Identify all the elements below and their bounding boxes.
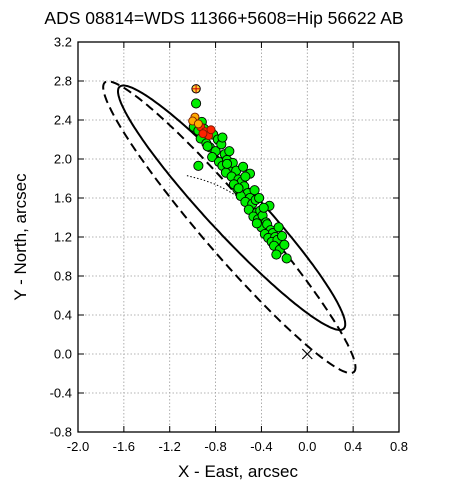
data-point (217, 132, 228, 143)
y-tick-label: -0.8 (50, 425, 72, 440)
dashed-orbit (102, 80, 357, 375)
orbit-layer (102, 80, 357, 375)
x-tick-label: 0.0 (298, 439, 316, 454)
plot-frame (77, 41, 400, 433)
data-point (224, 146, 235, 157)
y-tick-label: -0.4 (50, 386, 72, 401)
y-tick-label: 1.2 (54, 230, 72, 245)
y-tick-label: 0.0 (54, 347, 72, 362)
solid-orbit (117, 84, 347, 331)
y-tick-label: 1.6 (54, 191, 72, 206)
grid (78, 42, 399, 432)
data-point (206, 125, 216, 135)
y-tick-label: 0.8 (54, 269, 72, 284)
data-point (207, 151, 218, 163)
data-point (281, 253, 292, 264)
y-tick-label: 0.4 (54, 308, 72, 323)
y-tick-label: 2.8 (54, 74, 72, 89)
primary-star-marker (301, 348, 313, 360)
data-point (273, 222, 284, 233)
x-tick-label: -1.2 (159, 439, 181, 454)
x-tick-label: -0.8 (204, 439, 226, 454)
data-point (193, 160, 204, 171)
data-point (249, 185, 260, 196)
x-tick-label: -1.6 (113, 439, 135, 454)
data-point (271, 249, 282, 260)
data-point (254, 192, 265, 204)
data-point (221, 158, 233, 169)
observations-layer (188, 84, 292, 264)
y-tick-label: 2.4 (54, 113, 72, 128)
data-point (193, 119, 203, 129)
chart-title: ADS 08814=WDS 11366+5608=Hip 56622 AB (44, 8, 403, 28)
x-tick-label: -0.4 (250, 439, 272, 454)
x-tick-label: 0.4 (344, 439, 362, 454)
primary-x-mark (301, 348, 313, 360)
data-point (238, 161, 249, 172)
x-tick-label: -2.0 (67, 439, 89, 454)
data-point (277, 230, 288, 242)
data-point (191, 98, 202, 109)
axis-ticks: -2.0 -1.6 -1.2 -0.8 -0.4 0.0 0.4 0.8 -0.8 -0.4 0.0… (50, 35, 408, 455)
data-point (240, 171, 251, 182)
x-axis-title: X - East, arcsec (178, 462, 298, 481)
y-tick-label: 2.0 (54, 152, 72, 167)
y-tick-label: 3.2 (54, 35, 72, 50)
data-point (251, 218, 262, 229)
data-point (279, 239, 290, 250)
data-point (198, 129, 208, 139)
y-axis-title: Y - North, arcsec (11, 173, 30, 301)
x-tick-label: 0.8 (390, 439, 408, 454)
data-point (258, 202, 269, 213)
data-point (233, 183, 244, 194)
data-point (202, 141, 213, 152)
